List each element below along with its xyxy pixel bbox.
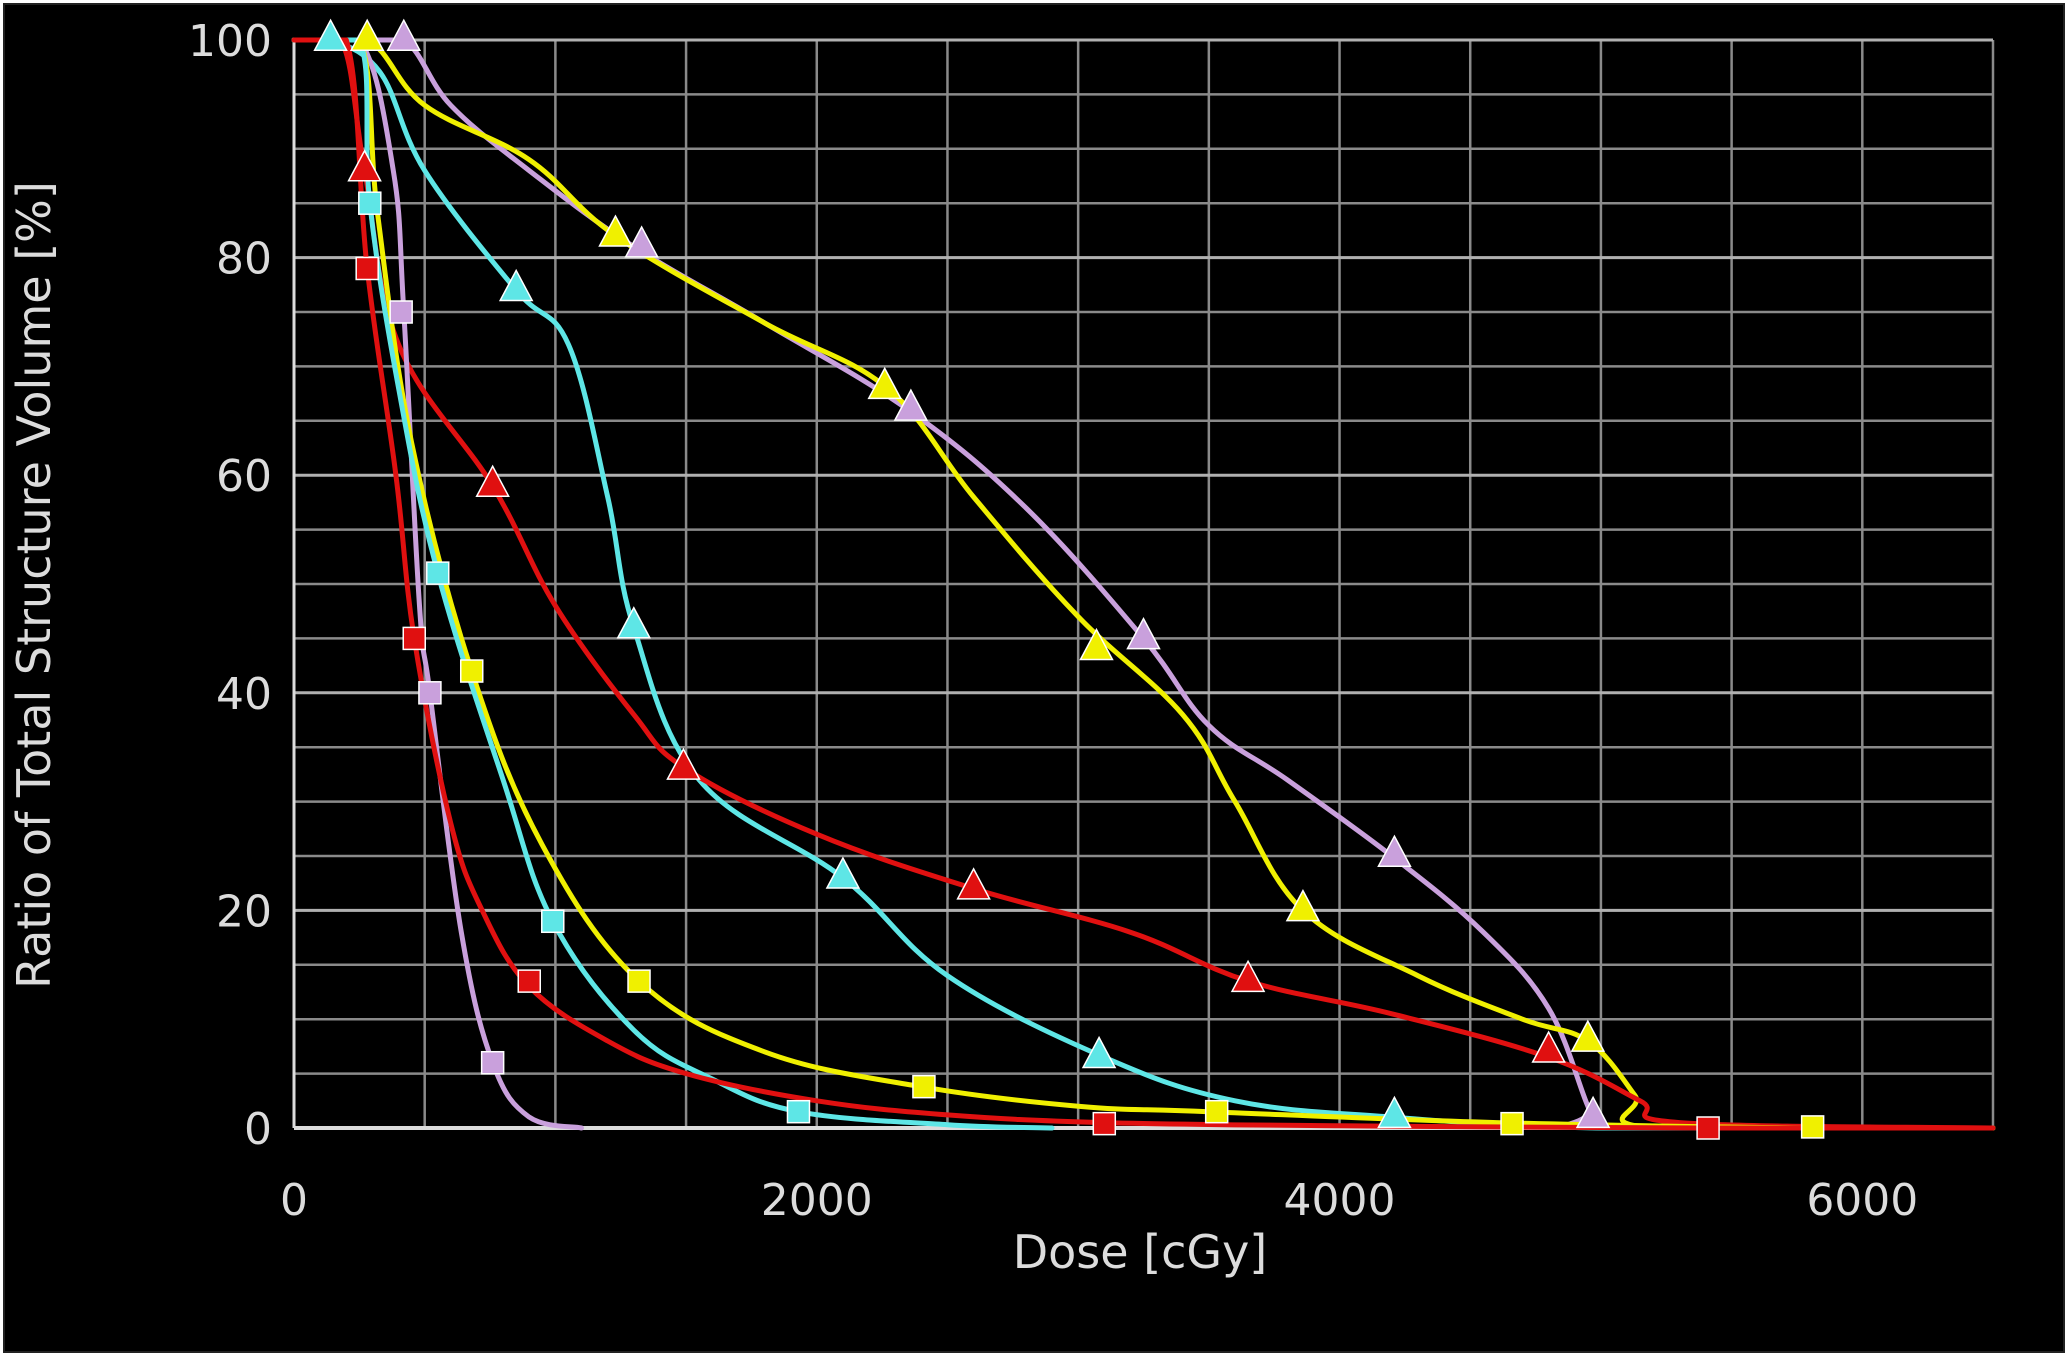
triangle-marker <box>666 747 701 780</box>
square-marker <box>426 561 450 585</box>
y-tick-label: 100 <box>188 16 272 67</box>
triangle-marker <box>347 149 382 182</box>
grid <box>292 38 1995 1130</box>
y-axis-title: Ratio of Total Structure Volume [%] <box>7 181 61 989</box>
square-marker <box>517 969 541 993</box>
square-marker <box>1800 1115 1825 1139</box>
triangle-marker <box>825 856 861 889</box>
square-marker <box>1204 1099 1229 1124</box>
square-marker <box>355 256 379 281</box>
marker-group <box>313 18 1825 1140</box>
x-tick-label: 0 <box>280 1175 308 1226</box>
triangle-marker <box>313 18 348 51</box>
square-marker <box>402 626 426 651</box>
y-tick-label: 60 <box>216 451 272 502</box>
triangle-marker <box>956 867 991 900</box>
triangle-marker <box>867 366 902 400</box>
triangle-marker <box>1285 889 1321 922</box>
triangle-marker <box>1126 617 1161 650</box>
triangle-marker <box>1377 1095 1412 1129</box>
square-marker <box>389 300 413 324</box>
triangle-marker <box>893 388 929 421</box>
square-marker <box>627 969 651 993</box>
y-tick-label: 20 <box>216 886 272 937</box>
square-marker <box>912 1074 936 1099</box>
triangle-marker <box>1570 1019 1606 1052</box>
triangle-marker <box>1575 1095 1611 1129</box>
x-tick-label: 4000 <box>1284 1175 1396 1226</box>
y-tick-label: 40 <box>216 669 272 720</box>
square-marker <box>358 191 382 215</box>
square-marker <box>541 909 565 934</box>
series-line <box>291 37 1996 1131</box>
square-marker <box>418 681 442 705</box>
triangle-marker <box>1079 627 1114 661</box>
x-tick-label: 6000 <box>1806 1175 1918 1226</box>
triangle-marker <box>498 268 534 302</box>
triangle-marker <box>616 606 652 639</box>
square-marker <box>1092 1111 1117 1136</box>
y-tick-label: 0 <box>244 1104 272 1155</box>
square-marker <box>1696 1116 1720 1140</box>
triangle-marker <box>349 18 385 51</box>
x-tick-label: 2000 <box>761 1175 873 1226</box>
triangle-marker <box>475 464 510 498</box>
square-marker <box>786 1099 811 1124</box>
triangle-marker <box>1531 1030 1566 1063</box>
triangle-marker <box>598 214 633 247</box>
y-tick-label: 80 <box>216 234 272 285</box>
triangle-marker <box>1081 1035 1117 1069</box>
triangle-marker <box>1377 834 1412 867</box>
triangle-marker <box>624 225 659 258</box>
square-marker <box>480 1050 505 1075</box>
tick-labels: 0 2000 4000 6000 0 20 40 60 80 100 <box>188 16 1918 1226</box>
square-marker <box>1500 1111 1524 1136</box>
triangle-marker <box>386 18 422 51</box>
triangle-marker <box>1230 959 1266 993</box>
square-marker <box>459 659 484 683</box>
series-line <box>291 37 1996 1131</box>
x-axis-title: Dose [cGy] <box>1013 1225 1268 1279</box>
